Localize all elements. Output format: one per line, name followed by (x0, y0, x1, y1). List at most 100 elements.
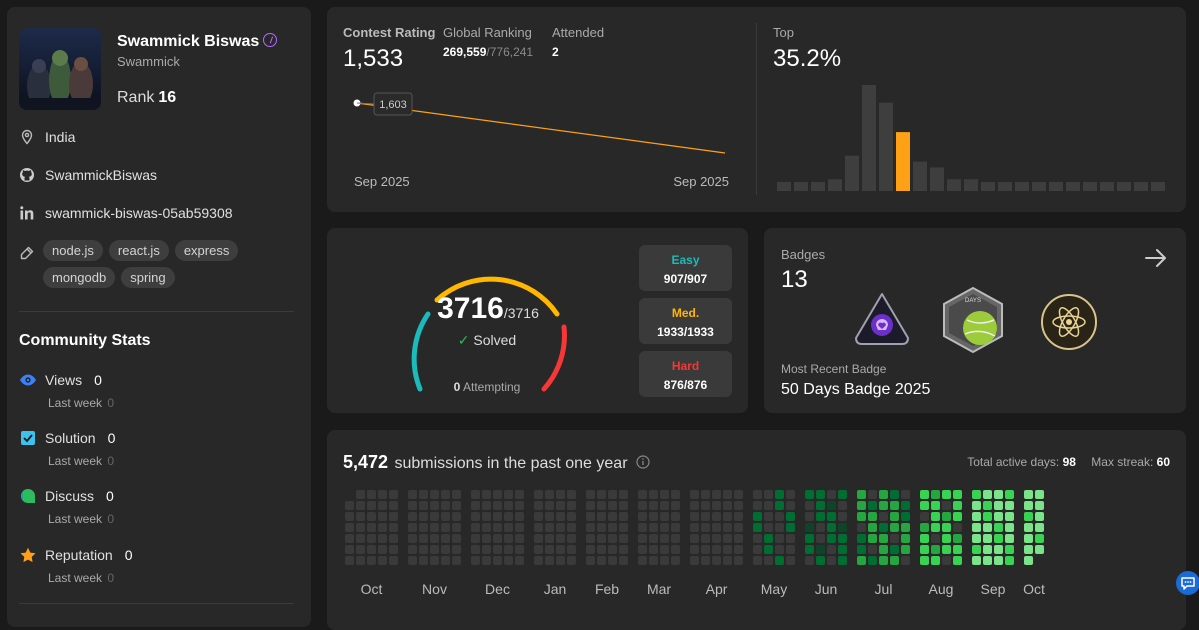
heatmap-cell[interactable] (452, 512, 461, 521)
heatmap-cell[interactable] (408, 512, 417, 521)
heatmap-cell[interactable] (493, 556, 502, 565)
heatmap-cell[interactable] (441, 556, 450, 565)
heatmap-cell[interactable] (452, 501, 461, 510)
hard-stat[interactable]: Hard 876/876 (639, 351, 732, 397)
heatmap-cell[interactable] (701, 512, 710, 521)
heatmap-cell[interactable] (701, 545, 710, 554)
heatmap-cell[interactable] (419, 556, 428, 565)
heatmap-cell[interactable] (723, 545, 732, 554)
heatmap-cell[interactable] (901, 512, 910, 521)
heatmap-cell[interactable] (805, 490, 814, 499)
heatmap-cell[interactable] (734, 534, 743, 543)
heatmap-cell[interactable] (608, 523, 617, 532)
heatmap-cell[interactable] (660, 556, 669, 565)
heatmap-cell[interactable] (942, 501, 951, 510)
heatmap-cell[interactable] (660, 523, 669, 532)
heatmap-cell[interactable] (786, 523, 795, 532)
heatmap-cell[interactable] (827, 534, 836, 543)
heatmap-cell[interactable] (994, 545, 1003, 554)
heatmap-cell[interactable] (983, 556, 992, 565)
heatmap-cell[interactable] (356, 534, 365, 543)
heatmap-cell[interactable] (515, 490, 524, 499)
heatmap-cell[interactable] (972, 490, 981, 499)
heatmap-cell[interactable] (482, 490, 491, 499)
histogram-bar[interactable] (1134, 182, 1148, 191)
badge-community-icon[interactable] (850, 286, 914, 350)
heatmap-cell[interactable] (671, 534, 680, 543)
heatmap-cell[interactable] (734, 501, 743, 510)
heatmap-cell[interactable] (723, 490, 732, 499)
heatmap-cell[interactable] (879, 523, 888, 532)
heatmap-cell[interactable] (701, 556, 710, 565)
heatmap-cell[interactable] (649, 534, 658, 543)
heatmap-cell[interactable] (690, 556, 699, 565)
heatmap-cell[interactable] (805, 501, 814, 510)
heatmap-cell[interactable] (545, 534, 554, 543)
histogram-bar[interactable] (1032, 182, 1046, 191)
heatmap-cell[interactable] (441, 512, 450, 521)
heatmap-cell[interactable] (534, 545, 543, 554)
heatmap-cell[interactable] (931, 556, 940, 565)
heatmap-cell[interactable] (367, 490, 376, 499)
heatmap-cell[interactable] (345, 501, 354, 510)
heatmap-cell[interactable] (723, 556, 732, 565)
heatmap-cell[interactable] (356, 501, 365, 510)
heatmap-cell[interactable] (471, 534, 480, 543)
heatmap-cell[interactable] (638, 534, 647, 543)
heatmap-cell[interactable] (482, 534, 491, 543)
heatmap-cell[interactable] (608, 490, 617, 499)
histogram-bar[interactable] (1083, 182, 1097, 191)
heatmap-cell[interactable] (482, 512, 491, 521)
heatmap-cell[interactable] (556, 512, 565, 521)
heatmap-cell[interactable] (608, 534, 617, 543)
heatmap-cell[interactable] (356, 490, 365, 499)
heatmap-cell[interactable] (649, 512, 658, 521)
heatmap-cell[interactable] (504, 523, 513, 532)
heatmap-cell[interactable] (586, 501, 595, 510)
heatmap-cell[interactable] (701, 523, 710, 532)
heatmap-cell[interactable] (389, 490, 398, 499)
heatmap-cell[interactable] (671, 545, 680, 554)
heatmap-cell[interactable] (753, 501, 762, 510)
heatmap-cell[interactable] (868, 523, 877, 532)
heatmap-cell[interactable] (452, 556, 461, 565)
heatmap-cell[interactable] (597, 490, 606, 499)
heatmap-cell[interactable] (378, 501, 387, 510)
heatmap-cell[interactable] (430, 490, 439, 499)
heatmap-cell[interactable] (701, 490, 710, 499)
heatmap-cell[interactable] (345, 545, 354, 554)
heatmap-cell[interactable] (556, 490, 565, 499)
heatmap-cell[interactable] (660, 512, 669, 521)
heatmap-cell[interactable] (838, 523, 847, 532)
heatmap-cell[interactable] (356, 523, 365, 532)
heatmap-cell[interactable] (649, 545, 658, 554)
heatmap-cell[interactable] (441, 490, 450, 499)
heatmap-cell[interactable] (868, 501, 877, 510)
heatmap-cell[interactable] (586, 512, 595, 521)
heatmap-cell[interactable] (775, 556, 784, 565)
heatmap-cell[interactable] (482, 556, 491, 565)
heatmap-cell[interactable] (920, 523, 929, 532)
heatmap-cell[interactable] (753, 545, 762, 554)
heatmap-cell[interactable] (345, 523, 354, 532)
heatmap-cell[interactable] (441, 534, 450, 543)
heatmap-cell[interactable] (608, 545, 617, 554)
heatmap-cell[interactable] (764, 556, 773, 565)
heatmap-cell[interactable] (805, 545, 814, 554)
heatmap-cell[interactable] (1005, 545, 1014, 554)
heatmap-cell[interactable] (931, 523, 940, 532)
heatmap-cell[interactable] (408, 523, 417, 532)
heatmap-cell[interactable] (890, 556, 899, 565)
medium-stat[interactable]: Med. 1933/1933 (639, 298, 732, 344)
heatmap-cell[interactable] (638, 523, 647, 532)
heatmap-cell[interactable] (619, 501, 628, 510)
heatmap-cell[interactable] (690, 545, 699, 554)
histogram-bar[interactable] (811, 182, 825, 191)
heatmap-cell[interactable] (638, 545, 647, 554)
heatmap-cell[interactable] (901, 545, 910, 554)
heatmap-cell[interactable] (556, 534, 565, 543)
heatmap-cell[interactable] (534, 490, 543, 499)
heatmap-cell[interactable] (857, 534, 866, 543)
heatmap-cell[interactable] (942, 512, 951, 521)
heatmap-cell[interactable] (1024, 534, 1033, 543)
